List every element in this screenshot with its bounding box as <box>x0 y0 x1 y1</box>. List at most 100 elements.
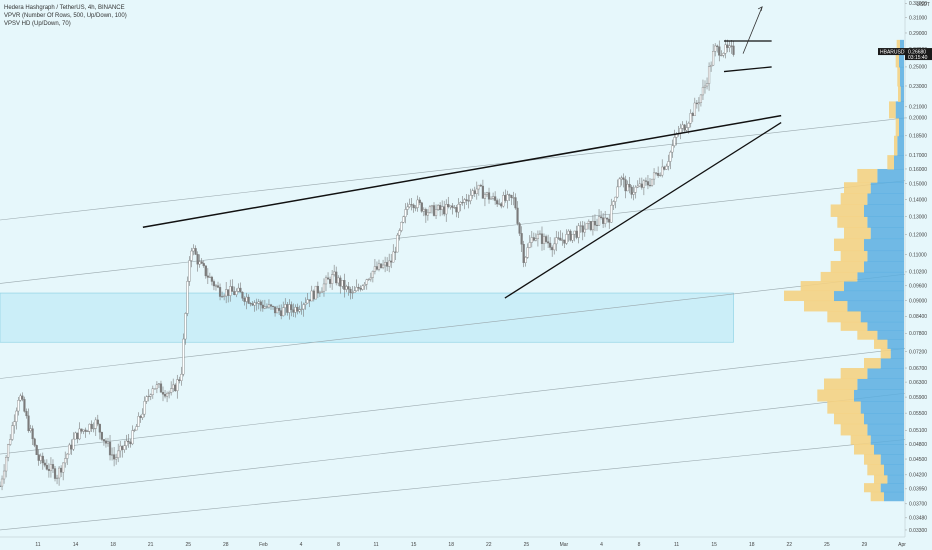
channel-line <box>0 273 906 379</box>
price-tick-label: 0.05900 <box>909 395 927 401</box>
candle-body <box>176 379 179 392</box>
candle-body <box>575 230 578 238</box>
candle-body <box>724 44 727 54</box>
candle-body <box>147 396 150 398</box>
candle-body <box>691 113 694 116</box>
time-tick-label: 8 <box>638 542 641 548</box>
volume-bar-up <box>880 454 904 465</box>
candle-body <box>612 201 615 206</box>
candle-body <box>208 276 211 278</box>
candle-body <box>280 310 283 317</box>
price-tick-label: 0.33000 <box>909 1 927 7</box>
volume-bar-up <box>900 39 904 52</box>
candle-body <box>339 277 342 287</box>
candle-body <box>331 274 334 284</box>
candle-body <box>245 296 248 302</box>
volume-bar-down <box>880 348 891 359</box>
candle-body <box>318 292 321 294</box>
candle-body <box>68 444 71 455</box>
candle-body <box>284 304 287 308</box>
candle-body <box>5 457 8 472</box>
time-tick-label: 8 <box>337 542 340 548</box>
candle-body <box>282 307 285 317</box>
price-tick-label: 0.23000 <box>909 84 927 90</box>
candle-body <box>432 205 436 216</box>
candle-body <box>202 263 205 267</box>
volume-bar-down <box>800 281 844 292</box>
countdown-label: 03:15:40 <box>908 55 928 61</box>
price-tick-label: 0.04800 <box>909 442 927 448</box>
volume-bar-up <box>894 155 904 170</box>
candle-body <box>9 439 12 445</box>
candle-body <box>312 290 315 300</box>
vpsv-indicator-label[interactable]: VPSV HD (Up/Down, 70) <box>4 21 71 27</box>
candle-body <box>253 302 256 306</box>
volume-bar-up <box>899 117 904 137</box>
volume-bar-up <box>899 51 904 68</box>
time-tick-label: 28 <box>223 542 229 548</box>
candle-body <box>597 216 601 226</box>
candle-body <box>98 423 101 433</box>
price-tick-label: 0.03300 <box>909 528 927 534</box>
candle-body <box>365 279 368 285</box>
volume-bar-down <box>840 193 868 205</box>
candle-body <box>622 177 625 180</box>
candle-body <box>212 281 216 287</box>
candle-body <box>157 383 161 385</box>
candle-body <box>369 277 372 280</box>
candle-body <box>47 469 51 471</box>
candle-body <box>237 287 240 292</box>
candle-body <box>265 306 269 308</box>
candle-body <box>300 308 303 310</box>
candle-body <box>159 383 163 393</box>
candle-body <box>355 286 358 292</box>
candle-body <box>551 247 554 251</box>
candle-body <box>94 419 97 429</box>
candle-body <box>57 467 61 479</box>
candle-body <box>587 221 590 224</box>
candle-body <box>62 462 65 473</box>
vpvr-indicator-label[interactable]: VPVR (Number Of Rows, 500, Up/Down, 100) <box>4 13 127 19</box>
channel-line <box>0 392 906 499</box>
volume-bar-down <box>850 434 871 445</box>
candle-body <box>333 271 336 275</box>
candle-body <box>695 102 698 105</box>
candle-body <box>616 186 619 198</box>
candle-body <box>204 265 207 277</box>
candle-body <box>701 87 705 96</box>
candle-body <box>251 303 254 306</box>
candle-body <box>149 394 152 397</box>
volume-bar-up <box>877 330 904 340</box>
candle-body <box>206 275 209 278</box>
time-tick-label: 18 <box>749 542 755 548</box>
volume-bar-down <box>896 39 900 52</box>
candle-body <box>49 464 53 471</box>
candle-body <box>571 233 574 241</box>
candle-body <box>457 204 460 213</box>
candle-body <box>0 485 2 487</box>
candle-body <box>64 458 67 464</box>
candle-body <box>351 292 354 294</box>
candle-body <box>31 428 34 440</box>
candle-body <box>108 441 112 456</box>
candle-body <box>518 223 521 234</box>
candle-body <box>522 243 525 263</box>
candle-body <box>390 260 393 263</box>
volume-bar-down <box>844 227 871 240</box>
time-tick-label: 25 <box>185 542 191 548</box>
price-tick-label: 0.12000 <box>909 233 927 239</box>
candle-body <box>599 216 603 218</box>
candle-body <box>119 445 122 452</box>
candle-body <box>51 464 55 469</box>
candle-body <box>406 206 409 210</box>
candle-body <box>341 280 344 287</box>
candle-body <box>45 464 48 470</box>
candle-body <box>636 185 639 188</box>
candle-body <box>306 299 309 304</box>
candle-body <box>565 234 568 244</box>
candle-body <box>555 237 558 245</box>
time-tick-label: 18 <box>448 542 454 548</box>
symbol-line[interactable]: Hedera Hashgraph / TetherUS, 4h, BINANCE <box>4 5 125 11</box>
